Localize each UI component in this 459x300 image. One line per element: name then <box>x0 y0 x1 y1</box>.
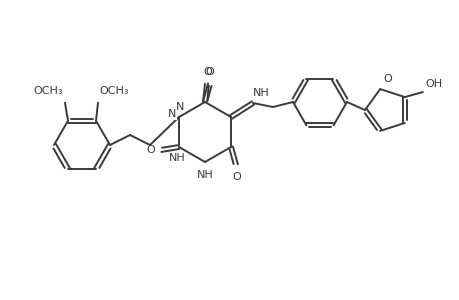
Text: NH: NH <box>196 170 213 180</box>
Text: N: N <box>175 102 184 112</box>
Text: O: O <box>146 145 155 155</box>
Text: OCH₃: OCH₃ <box>34 86 63 96</box>
Text: O: O <box>382 74 391 84</box>
Text: O: O <box>205 67 214 77</box>
Text: NH: NH <box>168 153 185 163</box>
Text: O: O <box>203 67 212 77</box>
Text: OH: OH <box>425 79 442 89</box>
Text: OCH₃: OCH₃ <box>99 86 128 96</box>
Text: NH: NH <box>252 88 269 98</box>
Text: O: O <box>232 172 241 182</box>
Text: N: N <box>167 109 176 119</box>
